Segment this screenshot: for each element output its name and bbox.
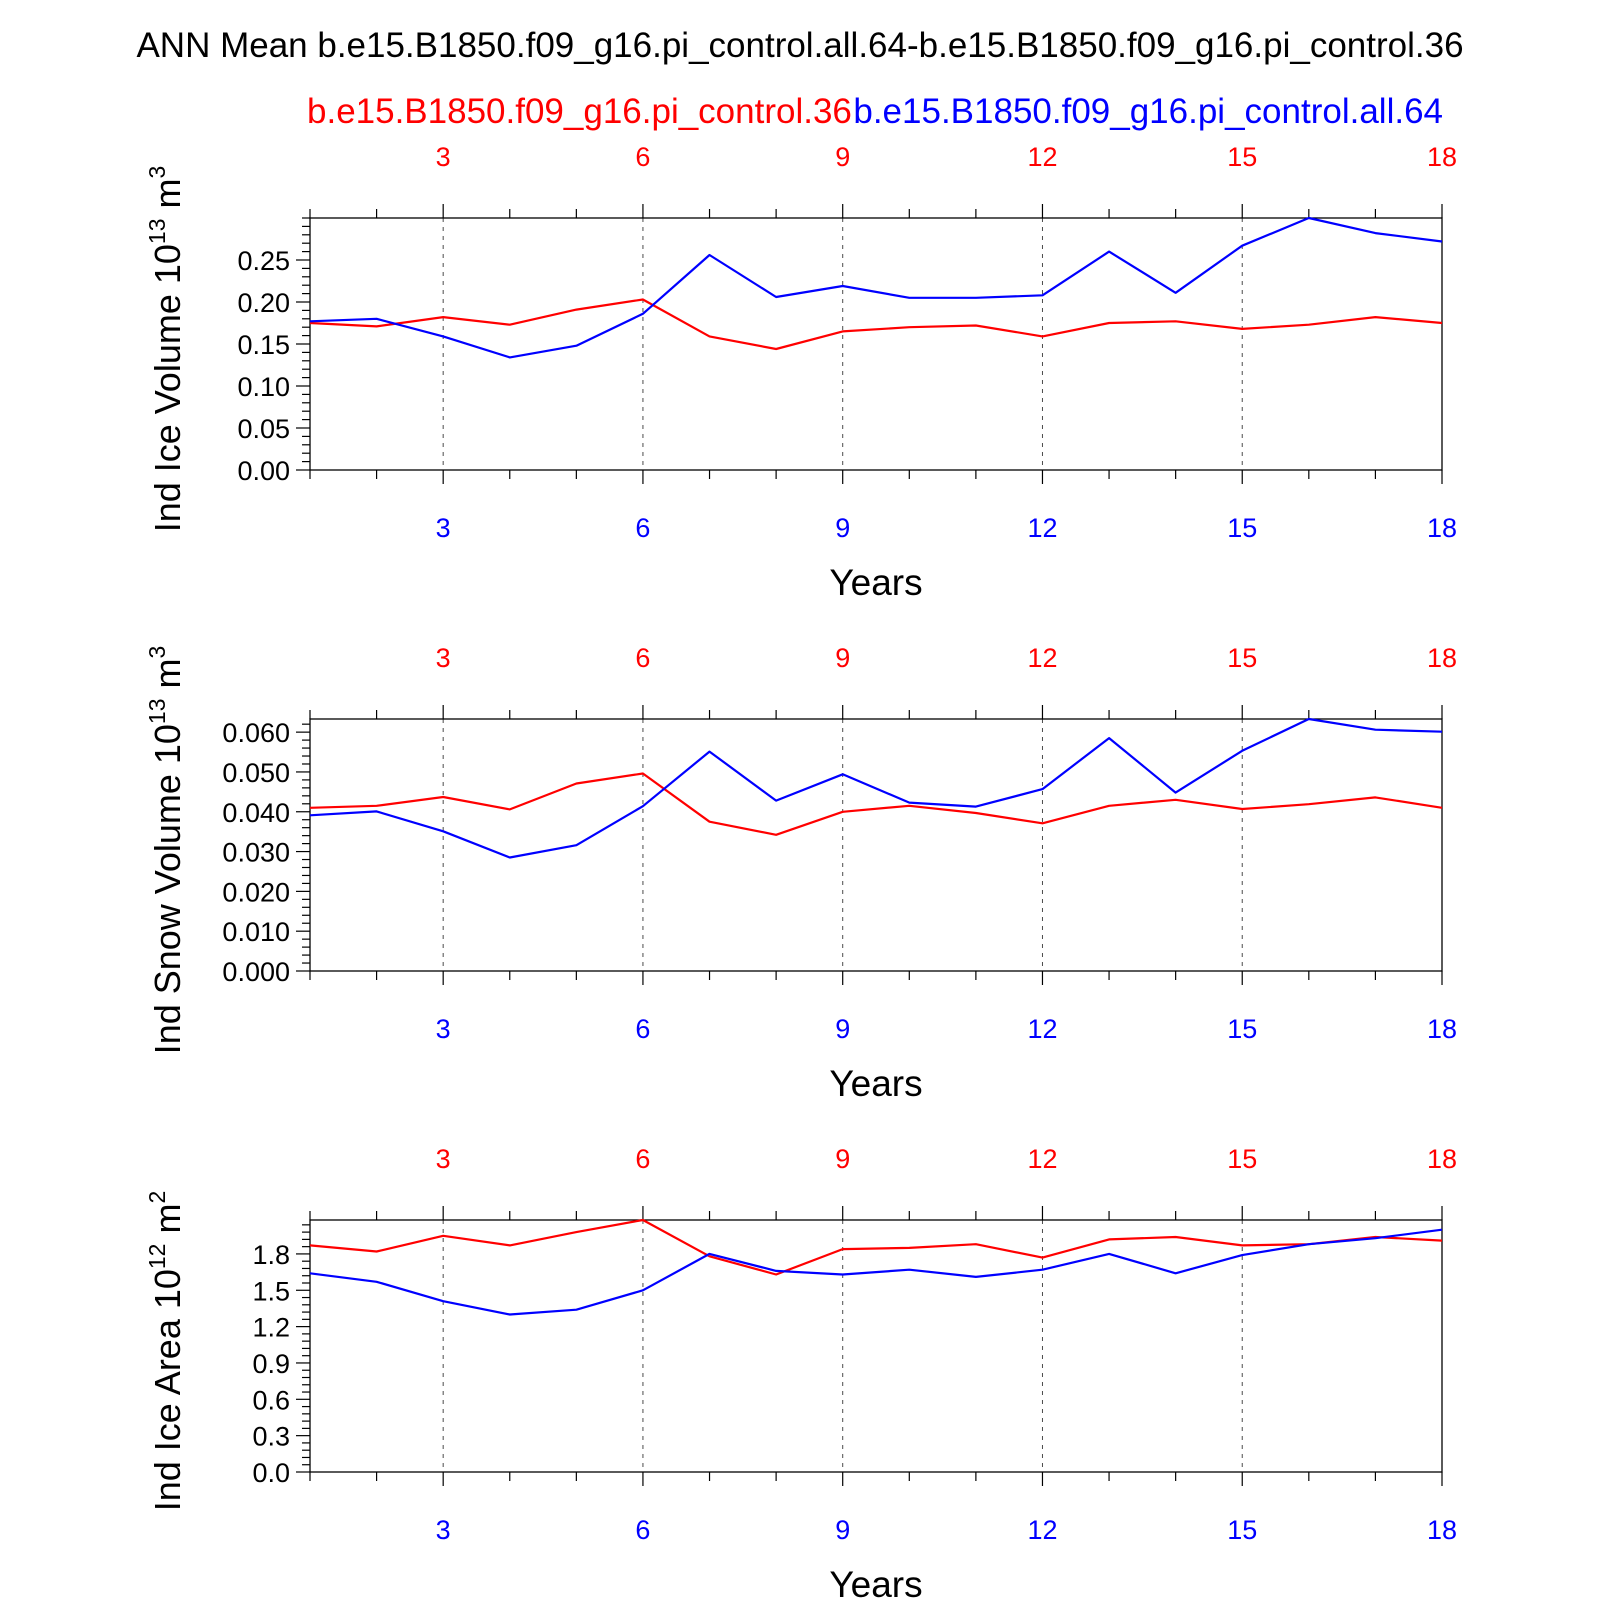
- x-tick-label-top: 15: [1227, 142, 1257, 172]
- series-line-series-b: [309, 216, 1443, 359]
- y-tick-label: 0.6: [252, 1385, 290, 1415]
- y-tick-label: 0.10: [237, 372, 290, 402]
- figure-title: ANN Mean b.e15.B1850.f09_g16.pi_control.…: [136, 26, 1463, 65]
- x-tick-label-bottom: 12: [1027, 513, 1057, 543]
- y-tick-label: 0.000: [222, 957, 290, 987]
- x-tick-label-top: 3: [436, 643, 451, 673]
- x-tick-label-bottom: 9: [835, 513, 850, 543]
- x-tick-label-top: 12: [1027, 643, 1057, 673]
- y-tick-label: 0.20: [237, 288, 290, 318]
- y-tick-label: 1.2: [252, 1313, 290, 1343]
- x-tick-label-bottom: 6: [635, 1515, 650, 1545]
- x-tick-label-bottom: 12: [1027, 1515, 1057, 1545]
- x-tick-label-top: 18: [1427, 643, 1457, 673]
- plot-frame: [309, 217, 1443, 471]
- series-line-series-b: [309, 717, 1443, 859]
- series-line-series-a: [309, 772, 1443, 836]
- x-axis-label: Years: [829, 562, 922, 603]
- y-tick-label: 0.040: [222, 798, 290, 828]
- legend-series-a: b.e15.B1850.f09_g16.pi_control.36: [307, 92, 852, 131]
- x-tick-label-top: 9: [835, 142, 850, 172]
- y-tick-label: 0.0: [252, 1458, 290, 1488]
- x-axis-label: Years: [829, 1564, 922, 1600]
- series-line-series-a: [309, 1218, 1443, 1276]
- y-tick-label: 0.020: [222, 877, 290, 907]
- x-tick-label-bottom: 12: [1027, 1014, 1057, 1044]
- series-line-series-a: [309, 298, 1443, 351]
- x-tick-label-top: 6: [635, 643, 650, 673]
- y-tick-label: 0.05: [237, 414, 290, 444]
- panel-3: 3 3 6 6 9 9 12 12 15 15 18 18 0.0 0.3 0.6 0.9 1.2 1.5 1.8 Y…: [144, 1144, 1457, 1600]
- y-tick-label: 1.8: [252, 1240, 290, 1270]
- y-tick-label: 0.00: [237, 456, 290, 486]
- x-tick-label-top: 9: [835, 643, 850, 673]
- x-tick-label-top: 18: [1427, 142, 1457, 172]
- x-tick-label-top: 18: [1427, 1144, 1457, 1174]
- x-tick-label-top: 12: [1027, 1144, 1057, 1174]
- y-tick-label: 0.060: [222, 718, 290, 748]
- x-tick-label-bottom: 3: [436, 1014, 451, 1044]
- y-axis-label: Ind Ice Area 1012 m2: [144, 1191, 188, 1512]
- x-tick-label-bottom: 3: [436, 1515, 451, 1545]
- x-tick-label-bottom: 6: [635, 1014, 650, 1044]
- x-tick-label-bottom: 18: [1427, 1515, 1457, 1545]
- panels: 3 3 6 6 9 9 12 12 15 15 18 18 0.00 0.05 0.10 0.15 0.20 0.…: [144, 142, 1457, 1600]
- x-tick-label-bottom: 18: [1427, 1014, 1457, 1044]
- x-tick-label-top: 12: [1027, 142, 1057, 172]
- x-tick-label-bottom: 9: [835, 1515, 850, 1545]
- x-tick-label-bottom: 15: [1227, 1014, 1257, 1044]
- x-tick-label-bottom: 6: [635, 513, 650, 543]
- y-tick-label: 0.030: [222, 838, 290, 868]
- x-tick-label-top: 15: [1227, 1144, 1257, 1174]
- x-tick-label-top: 3: [436, 142, 451, 172]
- panel-1: 3 3 6 6 9 9 12 12 15 15 18 18 0.00 0.05 0.10 0.15 0.20 0.…: [144, 142, 1457, 603]
- series-line-series-b: [309, 1228, 1443, 1316]
- y-tick-label: 0.25: [237, 246, 290, 276]
- y-tick-label: 0.050: [222, 758, 290, 788]
- x-tick-label-bottom: 9: [835, 1014, 850, 1044]
- x-axis-label: Years: [829, 1063, 922, 1104]
- legend-series-b: b.e15.B1850.f09_g16.pi_control.all.64: [853, 92, 1443, 131]
- y-tick-label: 0.9: [252, 1349, 290, 1379]
- x-tick-label-bottom: 15: [1227, 1515, 1257, 1545]
- y-tick-label: 0.3: [252, 1422, 290, 1452]
- plot-frame: [309, 718, 1443, 972]
- y-tick-label: 0.15: [237, 330, 290, 360]
- x-tick-label-top: 3: [436, 1144, 451, 1174]
- panel-2: 3 3 6 6 9 9 12 12 15 15 18 18 0.000 0.010 0.020 0.030 0.…: [144, 643, 1457, 1104]
- x-tick-label-bottom: 18: [1427, 513, 1457, 543]
- x-tick-label-top: 9: [835, 1144, 850, 1174]
- x-tick-label-bottom: 3: [436, 513, 451, 543]
- x-tick-label-top: 6: [635, 142, 650, 172]
- y-axis-label: Ind Ice Volume 1013 m3: [144, 166, 188, 533]
- x-tick-label-top: 6: [635, 1144, 650, 1174]
- x-tick-label-bottom: 15: [1227, 513, 1257, 543]
- plot-frame: [309, 1219, 1443, 1473]
- y-axis-label: Ind Snow Volume 1013 m3: [144, 646, 188, 1055]
- x-tick-label-top: 15: [1227, 643, 1257, 673]
- y-tick-label: 0.010: [222, 917, 290, 947]
- y-tick-label: 1.5: [252, 1276, 290, 1306]
